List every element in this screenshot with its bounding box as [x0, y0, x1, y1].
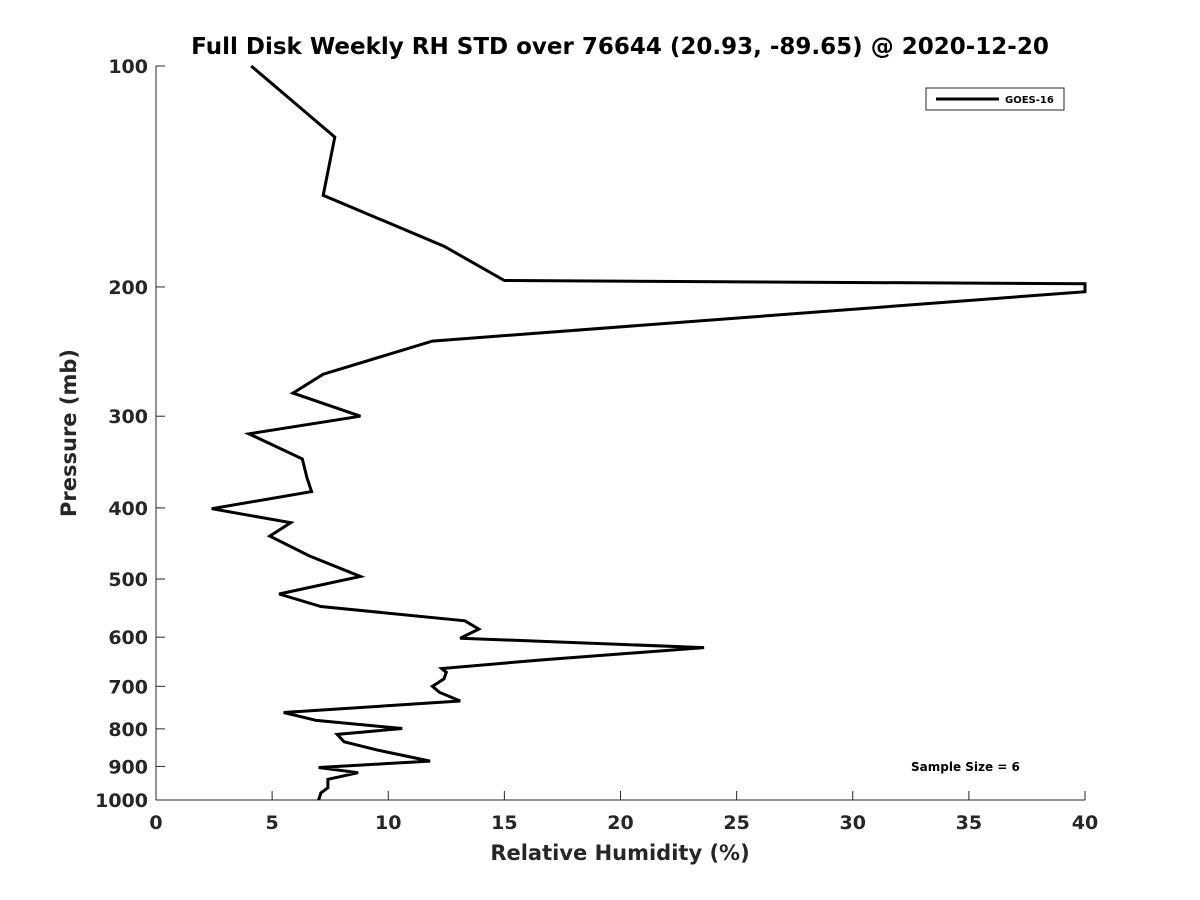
legend[interactable]: GOES-16 [925, 87, 1065, 111]
chart-title: Full Disk Weekly RH STD over 76644 (20.9… [191, 34, 1049, 60]
x-tick-label: 40 [1072, 812, 1098, 834]
y-tick-label: 400 [108, 498, 148, 520]
x-ticks: 0 5 10 15 20 25 30 35 40 [149, 791, 1098, 834]
plot-area: 0 5 10 15 20 25 30 35 40 100 200 300 400 500 600 700 80… [95, 56, 1098, 834]
y-ticks: 100 200 300 400 500 600 700 800 900 1000 [95, 56, 165, 812]
y-tick-label: 700 [108, 676, 148, 698]
y-tick-label: 500 [108, 569, 148, 591]
sample-size-annotation: Sample Size = 6 [911, 760, 1020, 774]
x-tick-label: 20 [607, 812, 633, 834]
x-axis-label: Relative Humidity (%) [490, 841, 749, 865]
y-tick-label: 600 [108, 627, 148, 649]
y-tick-label: 900 [108, 756, 148, 778]
x-tick-label: 10 [375, 812, 401, 834]
x-tick-label: 35 [956, 812, 982, 834]
x-tick-label: 30 [840, 812, 866, 834]
y-tick-label: 800 [108, 719, 148, 741]
x-tick-label: 5 [266, 812, 279, 834]
y-tick-label: 1000 [95, 790, 148, 812]
series-line-goes-16 [211, 64, 1087, 801]
legend-entry-goes-16: GOES-16 [1005, 95, 1054, 106]
x-tick-label: 15 [491, 812, 517, 834]
y-tick-label: 200 [108, 277, 148, 299]
x-tick-label: 0 [149, 812, 162, 834]
y-tick-label: 300 [108, 406, 148, 428]
y-tick-label: 100 [108, 56, 148, 78]
x-tick-label: 25 [723, 812, 749, 834]
y-axis-label: Pressure (mb) [57, 349, 81, 517]
